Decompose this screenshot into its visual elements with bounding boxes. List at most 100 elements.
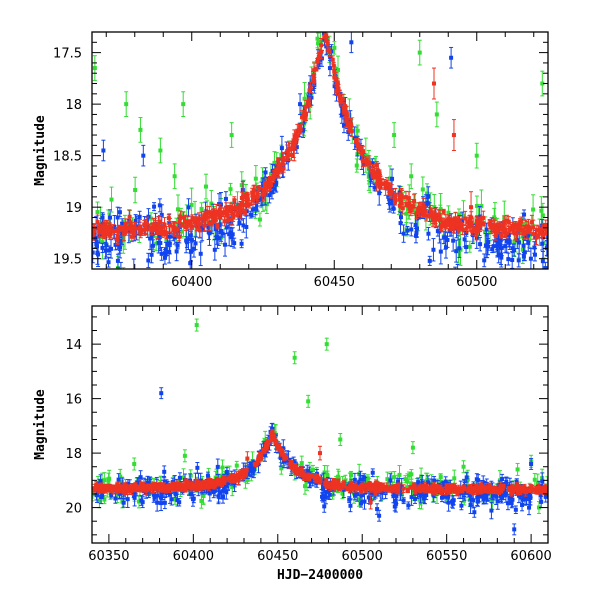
red-point: [168, 217, 173, 234]
green-point: [434, 101, 439, 128]
blue-point: [359, 499, 364, 508]
red-point: [397, 199, 402, 213]
green-point: [132, 457, 137, 471]
red-point: [359, 147, 364, 161]
red-point: [311, 73, 316, 84]
red-point: [107, 222, 112, 238]
red-point: [489, 220, 494, 235]
blue-point: [244, 215, 249, 239]
green-point: [324, 337, 329, 351]
red-point: [251, 196, 256, 202]
red-point: [443, 486, 448, 496]
blue-point: [115, 253, 120, 269]
blue-point: [223, 232, 228, 257]
blue-point: [409, 222, 414, 237]
blue-point: [405, 225, 410, 236]
red-point: [404, 201, 409, 208]
red-point: [494, 223, 499, 236]
red-point: [499, 485, 504, 493]
red-point: [161, 486, 166, 493]
blue-point: [516, 253, 521, 268]
red-point: [515, 221, 520, 233]
green-point: [138, 117, 143, 143]
blue-point: [464, 472, 469, 483]
top-panel: 60400 60450 60500 17.5 18 18.5 19 19.5 Magnitude: [33, 31, 549, 290]
red-point: [241, 180, 246, 213]
green-point: [172, 163, 177, 190]
red-point: [332, 484, 337, 493]
blue-point: [146, 252, 151, 269]
red-point: [462, 485, 467, 492]
bottom-panel: 60350 60400 60450 60500 60550 60600 14 16 18 20 Ma…: [33, 305, 552, 583]
red-point: [334, 86, 339, 96]
red-point: [116, 481, 121, 491]
blue-point: [186, 198, 191, 217]
green-point: [354, 158, 359, 173]
blue-point: [540, 250, 545, 269]
red-point: [239, 472, 244, 482]
blue-point: [377, 509, 382, 522]
green-point: [92, 55, 97, 81]
red-point: [389, 484, 394, 493]
red-point: [487, 482, 492, 491]
red-point: [350, 486, 355, 491]
red-point: [295, 131, 300, 140]
red-point: [156, 484, 161, 491]
red-point: [536, 233, 541, 239]
red-point: [367, 482, 372, 487]
red-point: [322, 32, 327, 33]
red-point: [215, 478, 220, 487]
blue-point: [375, 503, 380, 515]
blue-point: [188, 252, 193, 269]
green-point: [515, 462, 520, 476]
red-point: [335, 80, 340, 87]
y-axis-title: Magnitude: [33, 115, 48, 186]
blue-point: [191, 494, 196, 504]
red-point: [281, 151, 286, 166]
red-point: [151, 218, 156, 231]
blue-point: [450, 495, 455, 508]
red-point: [209, 478, 214, 487]
blue-point: [327, 59, 332, 77]
blue-point: [150, 239, 155, 253]
x-tick-label: 60500: [456, 275, 497, 290]
blue-point: [216, 490, 221, 503]
red-point: [371, 164, 376, 179]
red-point: [277, 158, 282, 173]
red-point: [270, 174, 275, 184]
green-point: [409, 163, 414, 190]
red-point: [542, 486, 547, 491]
red-point: [162, 217, 167, 232]
red-point: [171, 221, 176, 232]
red-point: [260, 186, 265, 203]
red-point: [292, 129, 297, 162]
red-point: [175, 480, 180, 488]
blue-point: [349, 32, 354, 54]
red-point: [506, 216, 511, 228]
red-point: [105, 486, 110, 492]
green-point: [133, 176, 138, 204]
blue-point: [513, 505, 518, 515]
red-point: [137, 225, 142, 233]
blue-point: [175, 241, 180, 250]
blue-point: [162, 465, 167, 479]
red-point: [263, 443, 268, 449]
blue-point: [152, 202, 157, 212]
red-point: [166, 483, 171, 493]
blue-point: [506, 252, 511, 266]
y-tick-label: 18.5: [53, 150, 82, 165]
red-point: [368, 494, 373, 510]
blue-point: [239, 239, 244, 249]
red-point: [515, 486, 520, 495]
x-tick-label: 60600: [510, 549, 551, 564]
blue-point: [220, 229, 225, 238]
green-point: [306, 394, 311, 408]
red-point: [401, 484, 406, 493]
red-point: [332, 73, 337, 82]
red-point: [183, 486, 188, 493]
red-point: [378, 485, 383, 493]
green-point: [228, 182, 233, 196]
x-axis: 60350 60400 60450 60500 60550 60600: [88, 306, 552, 564]
red-point: [449, 483, 454, 490]
red-point: [294, 463, 299, 472]
